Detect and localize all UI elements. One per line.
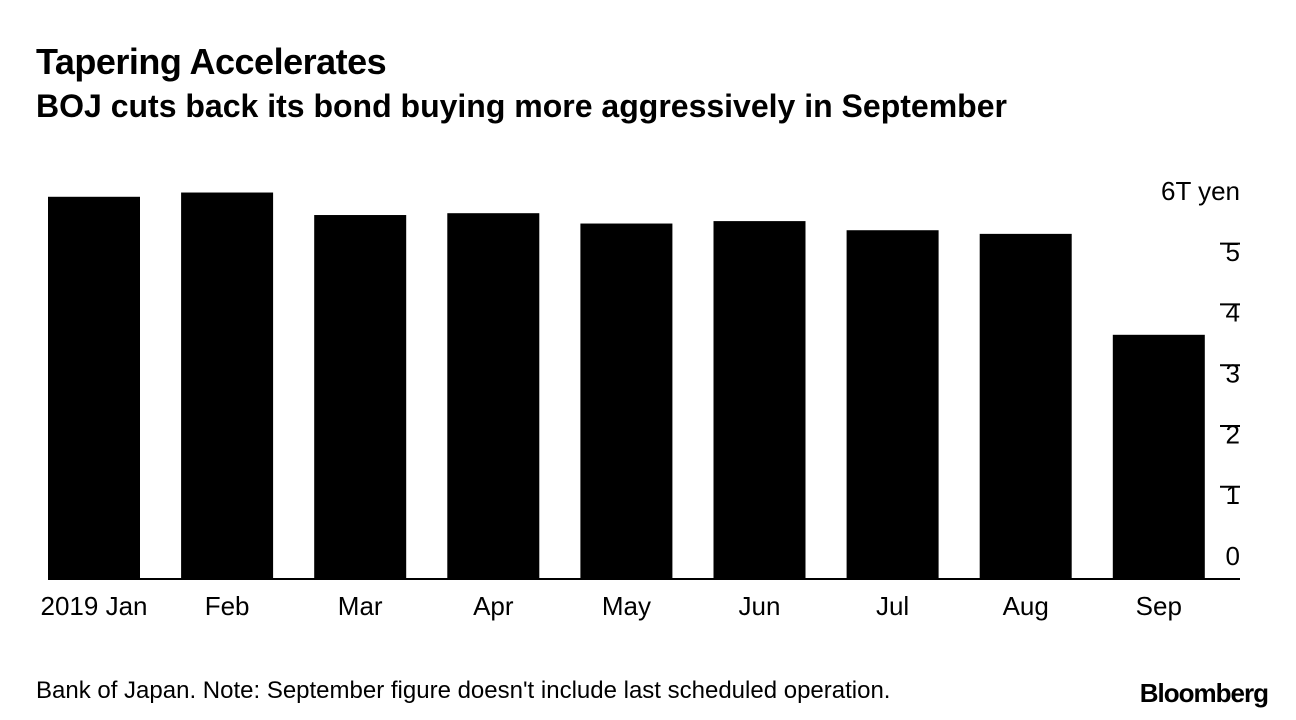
y-tick-label-3: 3 xyxy=(1226,358,1240,388)
bar-apr xyxy=(447,213,540,578)
x-tick-label-apr: Apr xyxy=(473,591,514,621)
y-tick-label-5: 5 xyxy=(1226,237,1240,267)
y-tick-label-0: 0 xyxy=(1226,541,1240,571)
y-tick-label-1: 1 xyxy=(1226,480,1240,510)
source-note: Bank of Japan. Note: September figure do… xyxy=(36,677,891,704)
bloomberg-logo: Bloomberg xyxy=(1139,678,1269,708)
chart-title: Tapering Accelerates xyxy=(36,41,387,82)
bar-aug xyxy=(979,233,1072,578)
x-tick-label-mar: Mar xyxy=(338,591,383,621)
y-axis-unit-label: 6T yen xyxy=(1161,176,1240,206)
chart-subtitle: BOJ cuts back its bond buying more aggre… xyxy=(36,88,1007,124)
bar-may xyxy=(580,223,673,578)
bar-mar xyxy=(314,215,407,579)
bar-sep xyxy=(1112,334,1205,578)
x-tick-label-feb: Feb xyxy=(205,591,250,621)
x-tick-label-may: May xyxy=(602,591,651,621)
y-tick-label-2: 2 xyxy=(1226,419,1240,449)
x-tick-label-2019-jan: 2019 Jan xyxy=(41,591,148,621)
bar-jul xyxy=(846,230,939,578)
x-tick-label-jun: Jun xyxy=(739,591,781,621)
x-tick-label-aug: Aug xyxy=(1003,591,1049,621)
y-axis: 0 1 2 3 4 5 xyxy=(1220,237,1240,571)
x-tick-label-sep: Sep xyxy=(1136,591,1182,621)
bar-2019-jan xyxy=(48,196,140,578)
bar-feb xyxy=(181,192,274,578)
x-tick-label-jul: Jul xyxy=(876,591,909,621)
y-tick-label-4: 4 xyxy=(1226,298,1240,328)
bar-jun xyxy=(713,221,806,578)
bar-group xyxy=(48,192,1205,579)
x-axis-labels: 2019 Jan Feb Mar Apr May Jun Jul Aug Sep xyxy=(41,591,1182,621)
